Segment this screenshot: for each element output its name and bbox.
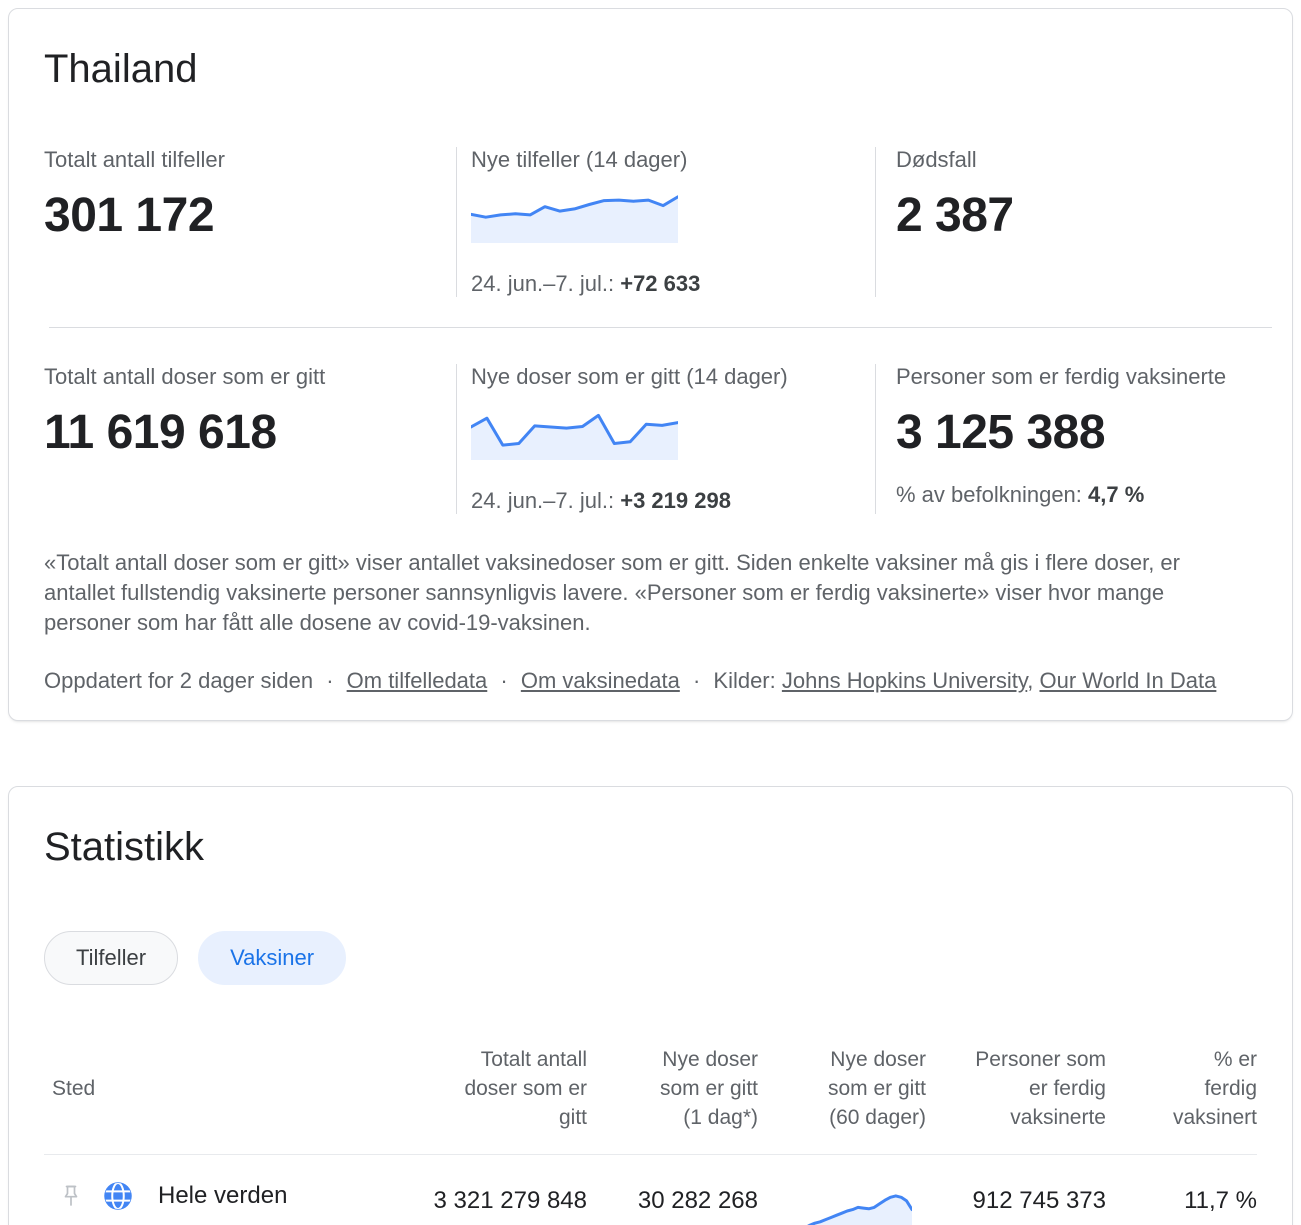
world-doses-sparkline: [804, 1175, 914, 1225]
summary-row-cases: Totalt antall tilfeller 301 172 Nye tilf…: [44, 147, 1252, 297]
column-header-label: Nye doser som er gitt (60 dager): [827, 1048, 926, 1129]
stat-label: Nye tilfeller (14 dager): [471, 147, 688, 172]
cell-total-doses: 3 321 279 848: [433, 1187, 587, 1214]
vaccination-statistics-table: Sted Totalt antall doser som er gitt Nye…: [44, 1041, 1257, 1225]
column-header-label: Totalt antall doser som er gitt: [464, 1048, 587, 1129]
doses-explanation-note: «Totalt antall doser som er gitt» viser …: [44, 550, 1180, 635]
population-percentage-value: 4,7 %: [1088, 482, 1145, 507]
table-row-world[interactable]: Hele verden 3 321 279 848 30 282 268 912…: [44, 1155, 1257, 1225]
sparkline-range-label: 24. jun.–7. jul.: +72 633: [471, 271, 855, 297]
column-header-label: Sted: [52, 1077, 96, 1100]
stat-value: 3 125 388: [896, 406, 1106, 459]
column-header-place: Sted: [44, 1041, 394, 1155]
dot-separator: ·: [500, 668, 508, 693]
stat-label: Totalt antall tilfeller: [44, 147, 225, 172]
source-jhu-link[interactable]: Johns Hopkins University: [781, 668, 1028, 693]
cell-pct-vaccinated: 11,7 %: [1184, 1187, 1257, 1214]
column-header-fully-vaccinated: Personer som er ferdig vaksinerte: [926, 1041, 1106, 1155]
card-footer: Oppdatert for 2 dager siden · Om tilfell…: [44, 668, 1252, 694]
chip-vaccines[interactable]: Vaksiner: [198, 931, 347, 985]
table-header-row: Sted Totalt antall doser som er gitt Nye…: [44, 1041, 1257, 1155]
sparkline-range-label: 24. jun.–7. jul.: +3 219 298: [471, 488, 855, 514]
updated-text: Oppdatert for 2 dager siden: [44, 668, 314, 693]
stat-label: Dødsfall: [896, 147, 977, 172]
range-dates: 24. jun.–7. jul.:: [471, 271, 621, 296]
chip-cases[interactable]: Tilfeller: [44, 931, 179, 985]
stat-new-doses: Nye doser som er gitt (14 dager) 24. jun…: [456, 364, 875, 514]
country-title: Thailand: [44, 47, 198, 91]
range-dates: 24. jun.–7. jul.:: [471, 488, 621, 513]
column-header-new-doses-60days: Nye doser som er gitt (60 dager): [758, 1041, 926, 1155]
horizontal-divider: [49, 327, 1272, 328]
range-delta: +3 219 298: [620, 488, 731, 513]
push-pin-icon: [64, 1185, 78, 1206]
stat-fully-vaccinated: Personer som er ferdig vaksinerte 3 125 …: [875, 364, 1252, 514]
stat-value: 2 387: [896, 189, 1014, 242]
cell-fully-vaccinated: 912 745 373: [972, 1187, 1106, 1214]
stat-label: Personer som er ferdig vaksinerte: [896, 364, 1227, 389]
column-header-label: Personer som er ferdig vaksinerte: [975, 1048, 1106, 1129]
statistics-card: Statistikk Tilfeller Vaksiner Sted Total…: [8, 786, 1293, 1225]
range-delta: +72 633: [620, 271, 701, 296]
column-header-label: Nye doser som er gitt (1 dag*): [659, 1048, 758, 1129]
about-vaccine-data-link[interactable]: Om vaksinedata: [520, 668, 680, 693]
cell-new-doses-1day: 30 282 268: [637, 1187, 758, 1214]
pin-row-button[interactable]: [59, 1183, 83, 1209]
column-header-label: % er ferdig vaksinert: [1172, 1048, 1257, 1129]
new-doses-sparkline: [469, 405, 680, 460]
cell-new-doses-60days: [758, 1155, 926, 1225]
source-owid-link[interactable]: Our World In Data: [1039, 668, 1217, 693]
summary-row-vaccines: Totalt antall doser som er gitt 11 619 6…: [44, 364, 1252, 514]
dot-separator: ·: [692, 668, 701, 693]
source-comma: ,: [1027, 668, 1040, 693]
sources-label: Kilder:: [713, 668, 782, 693]
statistics-title: Statistikk: [44, 825, 205, 869]
globe-icon: [103, 1181, 133, 1211]
population-percentage-label: % av befolkningen:: [896, 482, 1089, 507]
stat-total-doses: Totalt antall doser som er gitt 11 619 6…: [44, 364, 456, 514]
column-header-pct-vaccinated: % er ferdig vaksinert: [1106, 1041, 1257, 1155]
new-cases-sparkline: [469, 188, 680, 243]
about-case-data-link[interactable]: Om tilfelledata: [346, 668, 488, 693]
stat-new-cases: Nye tilfeller (14 dager) 24. jun.–7. jul…: [456, 147, 875, 297]
place-cell-content: Hele verden: [44, 1181, 394, 1211]
column-header-new-doses-1day: Nye doser som er gitt (1 dag*): [587, 1041, 758, 1155]
stat-label: Nye doser som er gitt (14 dager): [471, 364, 788, 389]
place-name: Hele verden: [158, 1182, 288, 1209]
stat-label: Totalt antall doser som er gitt: [44, 364, 326, 389]
stat-value: 11 619 618: [44, 406, 277, 459]
stat-total-cases: Totalt antall tilfeller 301 172: [44, 147, 456, 297]
column-header-total-doses: Totalt antall doser som er gitt: [394, 1041, 587, 1155]
dot-separator: ·: [326, 668, 334, 693]
population-percentage: % av befolkningen: 4,7 %: [896, 482, 1232, 508]
stat-deaths: Dødsfall 2 387: [875, 147, 1252, 297]
stat-value: 301 172: [44, 189, 215, 242]
country-summary-card: Thailand Totalt antall tilfeller 301 172…: [8, 8, 1293, 721]
statistics-filter-chips: Tilfeller Vaksiner: [44, 931, 1252, 985]
place-cell: Hele verden: [44, 1155, 394, 1225]
